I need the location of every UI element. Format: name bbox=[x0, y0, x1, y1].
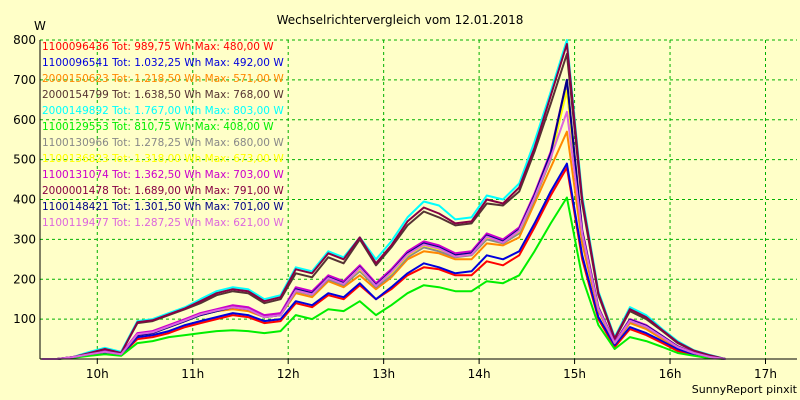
y-tick-label: 700 bbox=[13, 73, 36, 87]
series-line bbox=[41, 196, 726, 360]
x-ticks: 10h 11h 12h 13h 14h 15h 16h 17h bbox=[86, 359, 777, 381]
series-line bbox=[41, 162, 726, 360]
series-layer bbox=[41, 39, 726, 360]
legend-entry: 1100096436 Tot: 989,75 Wh Max: 480,00 W bbox=[42, 41, 274, 53]
y-tick-label: 500 bbox=[13, 153, 36, 167]
y-tick-label: 800 bbox=[13, 33, 36, 47]
legend-entry: 2000154799 Tot: 1.638,50 Wh Max: 768,00 … bbox=[42, 89, 284, 101]
legend: 1100096436 Tot: 989,75 Wh Max: 480,00 W 1… bbox=[42, 41, 284, 229]
series-line bbox=[41, 110, 726, 360]
x-tick-label: 17h bbox=[754, 367, 777, 381]
grid bbox=[40, 39, 797, 359]
legend-entry: 2000150623 Tot: 1.218,50 Wh Max: 571,00 … bbox=[42, 73, 284, 85]
x-tick-label: 12h bbox=[277, 367, 300, 381]
legend-entry: 1100148421 Tot: 1.301,50 Wh Max: 701,00 … bbox=[42, 201, 284, 213]
legend-entry: 1100130966 Tot: 1.278,25 Wh Max: 680,00 … bbox=[42, 137, 284, 149]
footer-text: SunnyReport pinxit bbox=[692, 383, 798, 396]
y-axis-unit: W bbox=[34, 19, 46, 33]
y-tick-label: 100 bbox=[13, 312, 36, 326]
x-tick-label: 15h bbox=[563, 367, 586, 381]
legend-entry: 2000149892 Tot: 1.767,00 Wh Max: 803,00 … bbox=[42, 105, 284, 117]
x-tick-label: 11h bbox=[181, 367, 204, 381]
x-tick-label: 13h bbox=[372, 367, 395, 381]
y-tick-label: 300 bbox=[13, 232, 36, 246]
x-tick-label: 16h bbox=[659, 367, 682, 381]
legend-entry: 2000001478 Tot: 1.689,00 Wh Max: 791,00 … bbox=[42, 185, 284, 197]
legend-entry: 1100096541 Tot: 1.032,25 Wh Max: 492,00 … bbox=[42, 57, 284, 69]
legend-entry: 1100136823 Tot: 1.318,00 Wh Max: 673,00 … bbox=[42, 153, 284, 165]
x-tick-label: 10h bbox=[86, 367, 109, 381]
legend-entry: 1100131074 Tot: 1.362,50 Wh Max: 703,00 … bbox=[42, 169, 284, 181]
chart-title: Wechselrichtervergleich vom 12.01.2018 bbox=[277, 13, 524, 27]
series-line bbox=[41, 43, 726, 360]
x-tick-label: 14h bbox=[468, 367, 491, 381]
y-ticks: 100 200 300 400 500 600 700 800 bbox=[13, 33, 36, 326]
legend-entry: 1100119477 Tot: 1.287,25 Wh Max: 621,00 … bbox=[42, 217, 284, 229]
y-tick-label: 400 bbox=[13, 193, 36, 207]
legend-entry: 1100129553 Tot: 810,75 Wh Max: 408,00 W bbox=[42, 121, 274, 133]
y-tick-label: 200 bbox=[13, 272, 36, 286]
y-tick-label: 600 bbox=[13, 113, 36, 127]
